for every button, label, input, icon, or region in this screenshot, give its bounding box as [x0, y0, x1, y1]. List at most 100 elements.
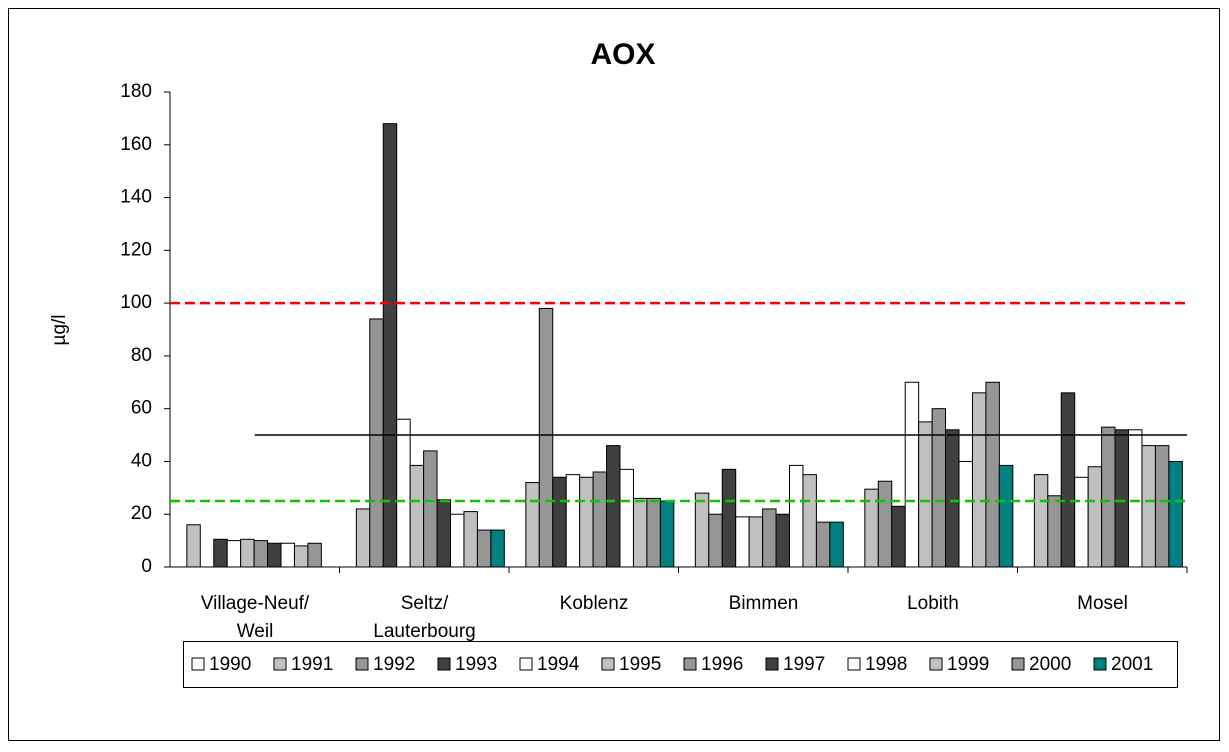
bar [355, 508, 371, 568]
y-tick-label: 160 [120, 134, 152, 155]
legend-swatch [191, 657, 205, 671]
legend-swatch [847, 657, 861, 671]
bar [565, 474, 581, 568]
y-tick-label: 140 [120, 187, 152, 208]
bar [382, 123, 398, 568]
bar [409, 464, 425, 568]
x-tick-label: Seltz/ Lauterbourg [373, 593, 476, 642]
bar [240, 538, 255, 568]
legend-label: 1995 [619, 654, 661, 675]
y-tick-label: 180 [120, 81, 152, 102]
legend-swatch [519, 657, 533, 671]
legend-label: 1992 [373, 654, 415, 675]
bar [592, 471, 608, 568]
bar [646, 497, 661, 568]
y-tick-label: 100 [120, 292, 152, 313]
bar [998, 464, 1014, 568]
bar [1033, 474, 1049, 568]
bar [538, 307, 554, 568]
bar [971, 392, 987, 568]
legend-label: 1994 [537, 654, 580, 675]
legend-swatch [683, 657, 697, 671]
bar [476, 529, 492, 568]
bar [226, 540, 242, 568]
bar [552, 476, 567, 568]
legend-swatch [437, 657, 451, 671]
bar [694, 492, 710, 568]
x-tick-label: Lobith [907, 593, 959, 614]
bar [708, 513, 723, 568]
legend-swatch [1011, 657, 1025, 671]
legend-swatch [1093, 657, 1107, 671]
bar [1074, 476, 1089, 568]
legend-label: 1998 [865, 654, 907, 675]
bar [369, 318, 384, 568]
bar [1128, 429, 1143, 568]
bar [450, 513, 465, 568]
x-tick-label: Village-Neuf/ Weil [200, 593, 310, 642]
y-tick-label: 0 [141, 556, 152, 577]
bar [1060, 392, 1076, 568]
y-tick-label: 20 [131, 503, 152, 524]
bar [619, 468, 634, 568]
bar [1141, 445, 1156, 568]
bar [789, 464, 804, 568]
legend-swatch [273, 657, 287, 671]
bar [735, 516, 750, 568]
bar [307, 542, 322, 568]
x-tick-label: Bimmen [728, 593, 799, 614]
bar [904, 381, 920, 568]
legend-label: 1996 [701, 654, 743, 675]
x-tick-label: Mosel [1077, 593, 1128, 614]
bar [253, 540, 269, 568]
bar [579, 476, 594, 568]
legend-label: 1990 [209, 654, 251, 675]
bar [213, 538, 228, 568]
y-axis-label: µg/l [49, 314, 70, 345]
legend-label: 1991 [291, 654, 333, 675]
bar [293, 545, 309, 568]
bar [1154, 445, 1170, 568]
x-tick-label: Koblenz [559, 593, 629, 614]
bar [1101, 426, 1116, 568]
y-tick-label: 80 [131, 345, 152, 366]
y-tick-label: 40 [131, 450, 152, 471]
bar [1168, 460, 1183, 568]
bar [1087, 466, 1103, 568]
bar [721, 468, 737, 568]
legend-label: 1997 [783, 654, 825, 675]
bar [606, 445, 621, 568]
legend-label: 1993 [455, 654, 497, 675]
bar [762, 508, 777, 568]
chart-title: AOX [590, 38, 655, 71]
bar [1114, 429, 1130, 568]
bar [891, 505, 906, 568]
chart-border [8, 8, 1220, 741]
bar [267, 542, 282, 568]
legend-swatch [355, 657, 369, 671]
bar [918, 421, 933, 568]
bar [463, 511, 478, 568]
bar [1047, 495, 1062, 568]
bar [436, 499, 452, 568]
bar [931, 408, 947, 568]
bar [280, 542, 295, 568]
legend-swatch [601, 657, 615, 671]
bar [659, 500, 675, 568]
legend-label: 1999 [947, 654, 989, 675]
y-tick-label: 120 [120, 239, 152, 260]
bar [186, 524, 201, 568]
bar [829, 521, 844, 568]
legend-label: 2001 [1111, 654, 1153, 675]
bar [958, 460, 973, 568]
bar [985, 381, 1000, 568]
bar [490, 529, 505, 568]
bar [525, 482, 540, 568]
legend-swatch [929, 657, 943, 671]
bar [775, 513, 791, 568]
bar [815, 521, 831, 568]
bar [396, 418, 411, 568]
bar [748, 516, 764, 568]
